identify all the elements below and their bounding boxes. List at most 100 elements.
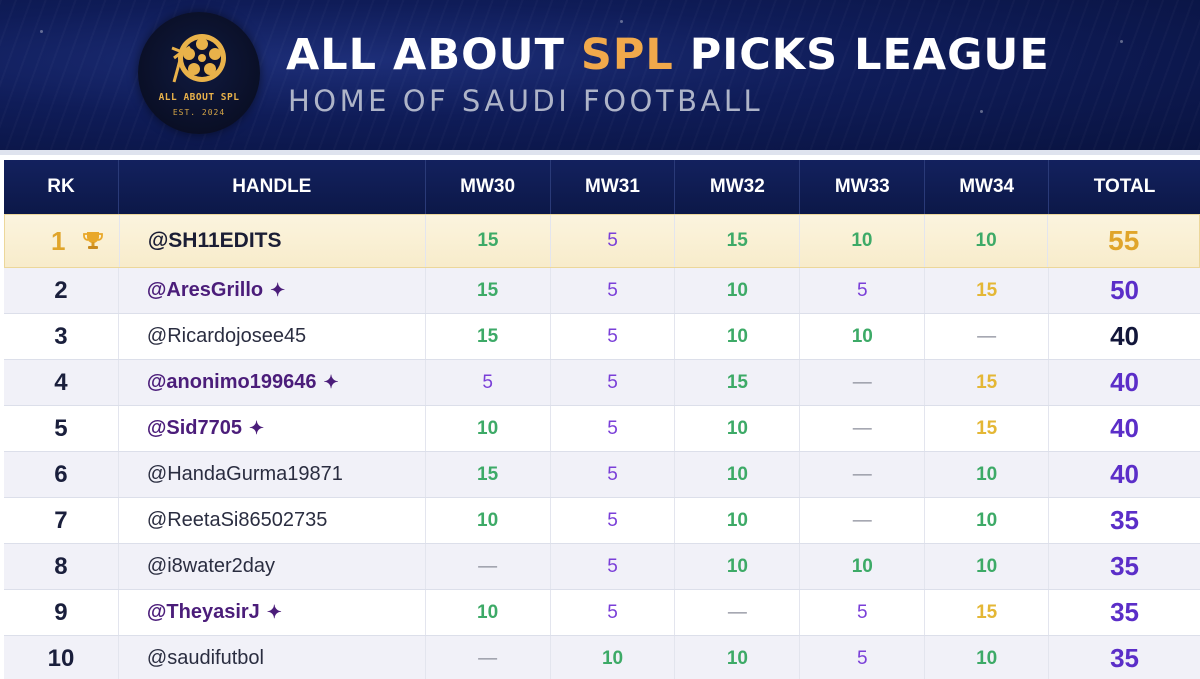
handle-name[interactable]: @anonimo199646 bbox=[146, 371, 317, 393]
table-row: 7 @ReetaSi86502735 10 5 10—10 35 bbox=[4, 498, 1200, 544]
rank-value: 10 bbox=[47, 644, 75, 672]
mw31-points: 10 bbox=[551, 636, 676, 679]
title-suffix: PICKS LEAGUE bbox=[673, 30, 1050, 80]
mw32-points: 10 bbox=[675, 544, 801, 589]
table-body: 1 @SH11EDITS 15 5 15 10 10 55 2 @AresGrillo ✦ 15 5 10… bbox=[4, 214, 1200, 679]
mw31-points: 5 bbox=[551, 498, 676, 543]
handle-cell[interactable]: @Ricardojosee45 bbox=[119, 314, 426, 359]
mw32-points: 10 bbox=[675, 452, 801, 497]
rank-value: 7 bbox=[54, 506, 68, 534]
table-row: 1 @SH11EDITS 15 5 15 10 10 55 bbox=[4, 214, 1200, 268]
handle-cell[interactable]: @i8water2day bbox=[119, 544, 426, 589]
sparkle-star-icon: ✦ bbox=[270, 280, 286, 300]
handle-name[interactable]: @HandaGurma19871 bbox=[146, 463, 343, 485]
page-title: ALL ABOUT SPL PICKS LEAGUE bbox=[286, 30, 1050, 80]
column-header-rk: RK bbox=[4, 160, 119, 214]
handle-name[interactable]: @AresGrillo bbox=[146, 279, 264, 301]
mw30-points: 15 bbox=[426, 314, 551, 359]
mw33-points: 10 bbox=[800, 215, 925, 267]
sparkle-dot bbox=[620, 20, 623, 23]
mw31-points: 5 bbox=[551, 360, 676, 405]
rank-value: 6 bbox=[54, 460, 68, 488]
mw30-points: — bbox=[426, 636, 551, 679]
total-points: 35 bbox=[1110, 597, 1140, 627]
table-row: 10 @saudifutbol —10 10 5 10 35 bbox=[4, 636, 1200, 679]
mw30-points: 15 bbox=[426, 215, 551, 267]
header-banner: ALL ABOUT SPL EST. 2024 ALL ABOUT SPL PI… bbox=[0, 0, 1200, 150]
mw30-points: 10 bbox=[426, 406, 551, 451]
column-header-mw33: MW33 bbox=[800, 160, 926, 214]
mw30-points: — bbox=[426, 544, 551, 589]
title-prefix: ALL ABOUT bbox=[286, 30, 581, 80]
mw32-points: 15 bbox=[675, 215, 801, 267]
handle-cell[interactable]: @Sid7705 ✦ bbox=[119, 406, 426, 451]
column-header-handle: HANDLE bbox=[119, 160, 426, 214]
mw31-points: 5 bbox=[551, 544, 676, 589]
mw34-points: — bbox=[925, 314, 1050, 359]
handle-name[interactable]: @TheyasirJ bbox=[146, 601, 260, 623]
column-header-mw30: MW30 bbox=[426, 160, 551, 214]
rank-value: 5 bbox=[54, 414, 68, 442]
mw33-points: — bbox=[800, 452, 926, 497]
rank-cell: 7 bbox=[4, 498, 119, 543]
mw34-points: 10 bbox=[925, 636, 1050, 679]
standings-table: RK HANDLE MW30 MW31 MW32 MW33 MW34 TOTAL… bbox=[0, 150, 1200, 679]
handle-name[interactable]: @SH11EDITS bbox=[147, 229, 282, 252]
page-subtitle: HOME OF SAUDI FOOTBALL bbox=[288, 84, 764, 118]
rank-cell: 10 bbox=[4, 636, 119, 679]
logo-wordmark: ALL ABOUT SPL bbox=[158, 92, 240, 103]
rank-value: 2 bbox=[54, 276, 68, 304]
mw33-points: — bbox=[800, 360, 926, 405]
handle-cell[interactable]: @TheyasirJ ✦ bbox=[119, 590, 426, 635]
table-header: RK HANDLE MW30 MW31 MW32 MW33 MW34 TOTAL bbox=[4, 160, 1200, 214]
rank-cell: 1 bbox=[5, 215, 120, 267]
mw34-points: 10 bbox=[925, 498, 1050, 543]
table-row: 3 @Ricardojosee45 15 5 10 10—40 bbox=[4, 314, 1200, 360]
mw33-points: — bbox=[800, 498, 926, 543]
mw31-points: 5 bbox=[551, 590, 676, 635]
mw33-points: 5 bbox=[800, 268, 926, 313]
sparkle-dot bbox=[40, 30, 43, 33]
sparkle-dot bbox=[980, 110, 983, 113]
table-row: 5 @Sid7705 ✦ 10 5 10—15 40 bbox=[4, 406, 1200, 452]
handle-cell[interactable]: @HandaGurma19871 bbox=[119, 452, 426, 497]
rank-value: 3 bbox=[54, 322, 68, 350]
mw32-points: — bbox=[675, 590, 801, 635]
handle-cell[interactable]: @ReetaSi86502735 bbox=[119, 498, 426, 543]
rank-value: 4 bbox=[54, 368, 68, 396]
handle-cell[interactable]: @AresGrillo ✦ bbox=[119, 268, 426, 313]
rank-cell: 9 bbox=[4, 590, 119, 635]
rank-value: 8 bbox=[54, 552, 68, 580]
total-points: 35 bbox=[1110, 505, 1140, 535]
rank-value: 1 bbox=[51, 225, 66, 256]
rank-cell: 6 bbox=[4, 452, 119, 497]
handle-name[interactable]: @Sid7705 bbox=[146, 417, 243, 439]
mw33-points: 5 bbox=[800, 636, 926, 679]
mw34-points: 15 bbox=[925, 268, 1050, 313]
mw34-points: 10 bbox=[925, 452, 1050, 497]
rank-cell: 8 bbox=[4, 544, 119, 589]
total-points: 40 bbox=[1110, 459, 1140, 489]
rank-cell: 4 bbox=[4, 360, 119, 405]
title-accent: SPL bbox=[580, 30, 674, 80]
handle-cell[interactable]: @saudifutbol bbox=[119, 636, 426, 679]
mw30-points: 15 bbox=[426, 268, 551, 313]
handle-name[interactable]: @saudifutbol bbox=[146, 647, 264, 669]
mw33-points: — bbox=[800, 406, 926, 451]
sparkle-dot bbox=[1120, 40, 1123, 43]
mw31-points: 5 bbox=[551, 452, 676, 497]
mw32-points: 15 bbox=[675, 360, 801, 405]
handle-cell[interactable]: @SH11EDITS bbox=[120, 215, 427, 267]
handle-name[interactable]: @i8water2day bbox=[146, 555, 276, 577]
mw32-points: 10 bbox=[675, 268, 801, 313]
mw34-points: 15 bbox=[925, 360, 1050, 405]
handle-cell[interactable]: @anonimo199646 ✦ bbox=[119, 360, 426, 405]
rank-cell: 3 bbox=[4, 314, 119, 359]
handle-name[interactable]: @ReetaSi86502735 bbox=[146, 509, 328, 531]
table-row: 9 @TheyasirJ ✦ 10 5—5 15 35 bbox=[4, 590, 1200, 636]
total-points: 40 bbox=[1110, 367, 1140, 397]
logo-established: EST. 2024 bbox=[172, 108, 226, 117]
rank-value: 9 bbox=[54, 598, 68, 626]
sparkle-star-icon: ✦ bbox=[249, 418, 265, 438]
handle-name[interactable]: @Ricardojosee45 bbox=[146, 325, 307, 347]
